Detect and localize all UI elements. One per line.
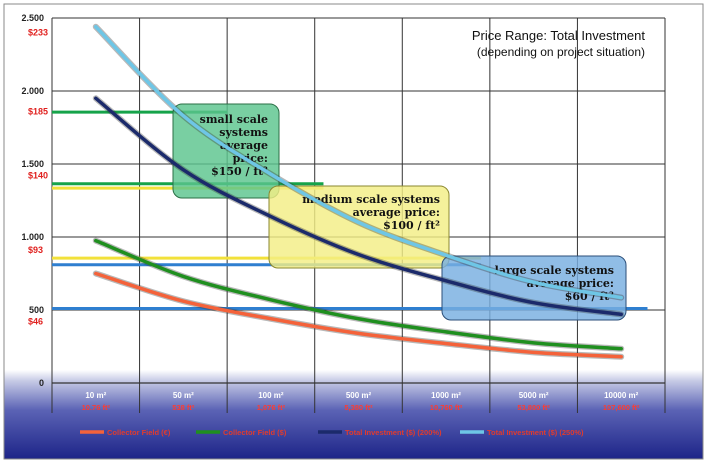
legend-label: Collector Field (€) — [107, 428, 171, 437]
y-tick-label: 500 — [29, 305, 44, 315]
y-tick-label: 1.500 — [21, 159, 44, 169]
chart-frame — [3, 3, 704, 460]
y-price-label: $140 — [28, 171, 48, 181]
bottom-band — [4, 370, 703, 459]
y-price-label: $93 — [28, 245, 43, 255]
annotation-text: medium scale systems — [302, 193, 440, 206]
x-tick-label-ft: 1,076 ft² — [257, 403, 286, 412]
y-price-label: $46 — [28, 317, 43, 327]
x-tick-label: 10000 m² — [604, 391, 639, 400]
x-tick-label-ft: 10.76 ft² — [82, 403, 111, 412]
series-lines — [92, 23, 625, 360]
annotation-text: systems — [219, 126, 268, 139]
legend-label: Total Investment ($) (250%) — [487, 428, 584, 437]
x-tick-label: 1000 m² — [431, 391, 461, 400]
series-line — [94, 96, 623, 317]
x-tick-label-ft: 5,380 ft² — [344, 403, 373, 412]
y-price-label: $185 — [28, 106, 48, 116]
x-tick-label: 10 m² — [85, 391, 106, 400]
y-price-label: $233 — [28, 28, 48, 38]
x-tick-label-ft: 538 ft² — [172, 403, 195, 412]
annotation-text: small scale — [200, 113, 268, 126]
y-axis-ticks: 2.500 2.000 1.500 1.000 500 0 $233 $185 $140 $93 $… — [21, 13, 48, 388]
legend-label: Collector Field ($) — [223, 428, 287, 437]
annotation-text: $100 / ft² — [383, 219, 440, 232]
chart-title: Price Range: Total Investment — [472, 28, 646, 43]
x-tick-label-ft: 107,600 ft² — [603, 403, 640, 412]
annotation-box — [441, 255, 627, 321]
legend: Collector Field (€) Collector Field ($) To… — [80, 428, 584, 437]
x-tick-label: 50 m² — [173, 391, 194, 400]
series-line — [94, 271, 623, 359]
series-line — [94, 238, 623, 351]
annotation-text: average price: — [353, 206, 440, 219]
annotation-text: large scale systems — [495, 264, 614, 277]
x-axis-ticks: 10 m² 10.76 ft² 50 m² 538 ft² 100 m² 1,076 ft… — [82, 391, 640, 412]
x-tick-label: 500 m² — [346, 391, 372, 400]
x-tick-label: 5000 m² — [519, 391, 549, 400]
chart-subtitle: (depending on project situation) — [477, 45, 645, 59]
series-line — [94, 25, 623, 300]
y-tick-label: 2.000 — [21, 86, 44, 96]
annotation-text: $150 / ft² — [211, 165, 268, 178]
x-tick-label-ft: 10,760 ft² — [430, 403, 463, 412]
legend-label: Total Investment ($) (200%) — [345, 428, 442, 437]
x-tick-label: 100 m² — [258, 391, 284, 400]
y-tick-label: 1.000 — [21, 232, 44, 242]
annotation-box — [268, 185, 450, 269]
y-tick-label: 0 — [39, 378, 44, 388]
y-tick-label: 2.500 — [21, 13, 44, 23]
x-tick-label-ft: 53,800 ft² — [517, 403, 550, 412]
